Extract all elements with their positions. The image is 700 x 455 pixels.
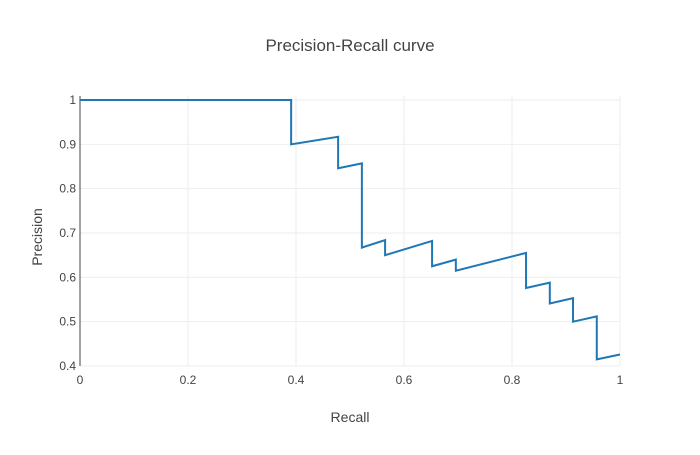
series-layer: [80, 99, 621, 361]
axes: 0 0.2 0.4 0.6 0.8 1 0.4 0.5 0.6 0.7 0.8 0.9 1: [59, 93, 623, 387]
x-tick-label: 0.4: [288, 373, 305, 387]
y-axis-title: Precision: [29, 208, 45, 266]
grid: [80, 96, 621, 367]
x-tick-label: 0: [77, 373, 84, 387]
series-line-0: [80, 99, 621, 361]
chart-title: Precision-Recall curve: [265, 36, 434, 55]
y-tick-label: 0.5: [59, 315, 76, 329]
x-tick-label: 0.8: [504, 373, 521, 387]
x-tick-label: 0.6: [396, 373, 413, 387]
y-tick-label: 0.9: [59, 137, 76, 151]
y-tick-label: 0.8: [59, 182, 76, 196]
y-tick-label: 0.7: [59, 226, 76, 240]
x-tick-label: 0.2: [180, 373, 197, 387]
x-tick-label: 1: [617, 373, 624, 387]
y-tick-label: 0.6: [59, 270, 76, 284]
x-axis-title: Recall: [331, 409, 370, 425]
y-tick-label: 0.4: [59, 359, 76, 373]
y-tick-label: 1: [69, 93, 76, 107]
